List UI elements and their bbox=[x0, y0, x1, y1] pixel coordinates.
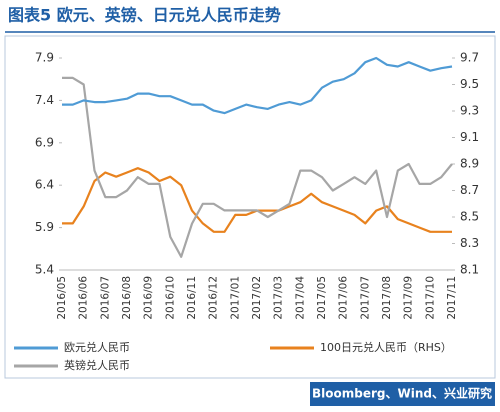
series-line bbox=[62, 56, 453, 115]
x-tick-label: 2017/05 bbox=[316, 276, 328, 320]
x-tick-label: 2017/07 bbox=[359, 276, 371, 320]
y2-tick-label: 8.1 bbox=[460, 263, 479, 277]
y2-tick-label: 9.5 bbox=[460, 77, 479, 91]
x-tick-label: 2016/08 bbox=[121, 276, 133, 320]
series-line bbox=[62, 167, 452, 233]
source: Bloomberg、Wind、兴业研究 bbox=[312, 386, 492, 401]
x-tick-label: 2017/08 bbox=[381, 276, 393, 320]
y-tick-label: 6.9 bbox=[35, 135, 54, 149]
x-tick-label: 2017/11 bbox=[446, 276, 458, 320]
y2-tick-label: 8.3 bbox=[460, 236, 479, 250]
y2-tick-label: 9.1 bbox=[460, 130, 479, 144]
series-line bbox=[62, 76, 453, 258]
chart-frame bbox=[4, 35, 496, 379]
y-tick-label: 7.4 bbox=[35, 93, 54, 107]
x-tick-label: 2016/07 bbox=[99, 276, 111, 320]
y-tick-label: 5.9 bbox=[35, 220, 54, 234]
x-tick-label: 2017/10 bbox=[424, 276, 436, 320]
x-tick-label: 2016/05 bbox=[56, 276, 68, 320]
y2-tick-label: 9.7 bbox=[460, 51, 479, 65]
legend-label: 100日元兑人民币（RHS） bbox=[320, 340, 452, 354]
x-tick-label: 2016/06 bbox=[78, 276, 90, 320]
x-tick-label: 2017/02 bbox=[251, 276, 263, 320]
x-tick-label: 2016/11 bbox=[186, 276, 198, 320]
y-tick-label: 7.9 bbox=[35, 51, 54, 65]
x-tick-label: 2016/10 bbox=[164, 276, 176, 320]
x-tick-label: 2017/06 bbox=[338, 276, 350, 320]
source-box bbox=[310, 382, 495, 406]
x-tick-label: 2017/03 bbox=[273, 276, 285, 320]
y2-tick-label: 8.7 bbox=[460, 183, 479, 197]
y2-tick-label: 8.9 bbox=[460, 157, 479, 171]
x-tick-label: 2017/04 bbox=[294, 276, 306, 320]
y-tick-label: 6.4 bbox=[35, 178, 54, 192]
legend-label: 欧元兑人民币 bbox=[64, 340, 130, 354]
x-tick-label: 2017/01 bbox=[229, 276, 241, 320]
chart-title: 图表5 欧元、英镑、日元兑人民币走势 bbox=[8, 6, 281, 25]
y-tick-label: 5.4 bbox=[35, 263, 54, 277]
y2-tick-label: 9.3 bbox=[460, 104, 479, 118]
legend-label: 英镑兑人民币 bbox=[64, 358, 130, 372]
x-tick-label: 2017/09 bbox=[403, 276, 415, 320]
x-tick-label: 2016/12 bbox=[208, 276, 220, 320]
x-tick-label: 2016/09 bbox=[143, 276, 155, 320]
y2-tick-label: 8.5 bbox=[460, 210, 479, 224]
